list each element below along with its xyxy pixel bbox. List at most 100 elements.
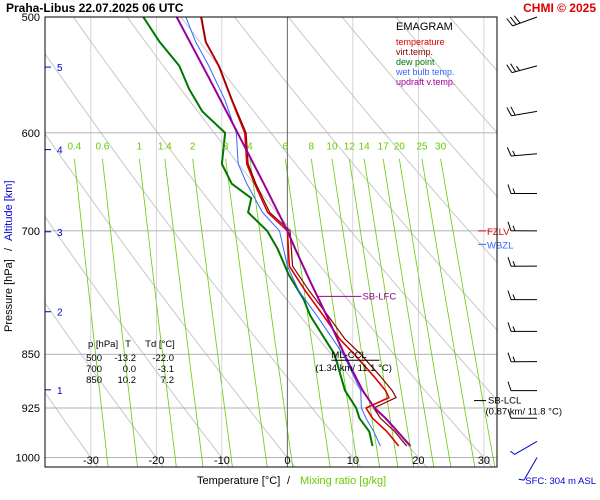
mixing-ratio-line (74, 158, 109, 467)
dry-adiabat-line (45, 132, 296, 467)
wind-barb-half-feather (512, 294, 516, 300)
table-cell: -22.0 (152, 353, 174, 364)
mixing-ratio-line (102, 158, 138, 467)
dry-adiabat-line (45, 391, 99, 467)
wind-barb-staff (511, 153, 538, 157)
mixing-ratio-line (284, 158, 331, 467)
wind-barb-feather (507, 352, 512, 362)
y-axis-label-pressure: Pressure [hPa] (3, 259, 15, 332)
temperature-tick-label: 0 (284, 455, 290, 467)
table-cell: 0.0 (123, 364, 136, 375)
mixing-ratio-label: 3 (223, 142, 229, 153)
mixing-ratio-line (225, 158, 268, 467)
dry-adiabat-line (45, 215, 230, 467)
temperature-tick-label: 30 (478, 455, 490, 467)
y-axis-label: Pressure [hPa] / Altitude [km] (3, 180, 15, 332)
table-cell: 500 (86, 353, 102, 364)
wind-barb-feather (507, 221, 512, 231)
mixing-ratio-line (363, 158, 415, 467)
legend-dew-point: dew point (396, 57, 435, 67)
wind-barb-half-feather (512, 188, 516, 194)
dry-adiabat-line (287, 17, 497, 263)
chart-header-title: Praha-Libus 22.07.2025 06 UTC (6, 1, 184, 15)
wind-barb-staff (511, 110, 538, 117)
wind-barb-feather (510, 16, 517, 25)
wind-barb-staff (514, 441, 538, 455)
temperature-tick-label: -30 (83, 455, 99, 467)
wind-barb-half-feather (515, 66, 521, 71)
pressure-tick-label: 850 (22, 349, 40, 361)
level-ml-ccl-sublabel: (1.34 km/ 11.1 °C) (315, 363, 391, 374)
mixing-ratio-label: 1.4 (158, 142, 172, 153)
pressure-tick-label: 600 (22, 128, 40, 140)
mixing-ratio-line (310, 158, 359, 467)
table-cell: 850 (86, 375, 102, 386)
mixing-ratio-line (331, 158, 380, 467)
altitude-tick-label: 2 (57, 308, 63, 319)
level-wbzl-label: WBZL (487, 240, 513, 251)
legend: EMAGRAM temperature virt.temp. dew point… (395, 21, 455, 87)
table-cell: 700 (86, 364, 102, 375)
wind-barb (507, 409, 538, 419)
plot-frame (44, 16, 498, 468)
wind-barb (506, 147, 538, 157)
table-cell: -13.2 (114, 353, 136, 364)
altitude-tick-label: 4 (57, 146, 63, 157)
copyright-text: CHMI © 2025 (523, 1, 596, 15)
plot-area (45, 17, 497, 467)
mixing-ratio-label: 10 (326, 142, 338, 153)
wind-barb (507, 290, 538, 301)
mixing-ratio-line (192, 158, 233, 467)
table-cell: 7.2 (161, 375, 174, 386)
wind-barb-feather (507, 184, 512, 194)
x-axis-label: Temperature [°C] / Mixing ratio [g/kg] (197, 475, 386, 487)
wind-barb-feather (507, 409, 512, 419)
mixing-ratio-line (440, 158, 496, 467)
mixing-ratio-label: 6 (283, 142, 289, 153)
wind-barb-half-feather (512, 326, 516, 332)
wind-barb-staff (523, 457, 538, 481)
mixing-ratio-line (398, 158, 452, 467)
wind-barb (518, 457, 538, 481)
wind-barb-feather (507, 290, 512, 300)
temperature-tick-label: -20 (148, 455, 164, 467)
series-line-temperature (200, 17, 400, 447)
series-line-dew-point (142, 17, 374, 447)
wind-barb-feather (506, 107, 512, 117)
mixing-ratio-label: 1 (137, 142, 143, 153)
dry-adiabat-line (551, 11, 600, 467)
table-cell: -3.1 (158, 364, 174, 375)
dry-adiabat-line (180, 17, 497, 401)
x-axis-label-separator: / (287, 475, 291, 487)
pressure-tick-label: 1000 (16, 453, 40, 465)
level-sb-lcl-sublabel: (0.87 km/ 11.8 °C) (486, 407, 562, 418)
dry-adiabat-line (45, 52, 362, 467)
legend-virt-temp: virt.temp. (396, 47, 433, 57)
wind-barb-feather (506, 147, 512, 157)
mixing-ratio-label: 17 (378, 142, 390, 153)
wind-barb-half-feather (509, 450, 515, 455)
wind-barb-feather (506, 64, 513, 73)
wind-barb (506, 63, 538, 74)
wind-barb (507, 184, 538, 194)
wind-barb (506, 15, 538, 27)
wind-barb-feather (506, 18, 513, 27)
mixing-ratio-label: 4 (247, 142, 253, 153)
level-fzlv-label: FZLV (487, 227, 510, 238)
mixing-ratio-line (421, 158, 476, 467)
dry-adiabat-line (341, 17, 497, 198)
temperature-tick-label: -10 (214, 455, 230, 467)
series-line-virt-temp (201, 17, 408, 447)
x-axis-label-mixing-ratio: Mixing ratio [g/kg] (300, 475, 386, 487)
mixing-ratio-label: 20 (394, 142, 406, 153)
mixing-ratio-label: 2 (190, 142, 196, 153)
wind-barb-half-feather (512, 261, 516, 267)
wind-barb-staff (511, 65, 538, 74)
data-table: p [hPa] T Td [°C] 500 -13.2 -22.0 700 0.… (86, 339, 175, 386)
legend-wet-bulb: wet bulb temp. (395, 67, 455, 77)
mixing-ratio-line (164, 158, 204, 467)
wind-barb (509, 441, 538, 455)
altitude-tick-label: 3 (57, 228, 63, 239)
wind-barb (507, 257, 538, 267)
